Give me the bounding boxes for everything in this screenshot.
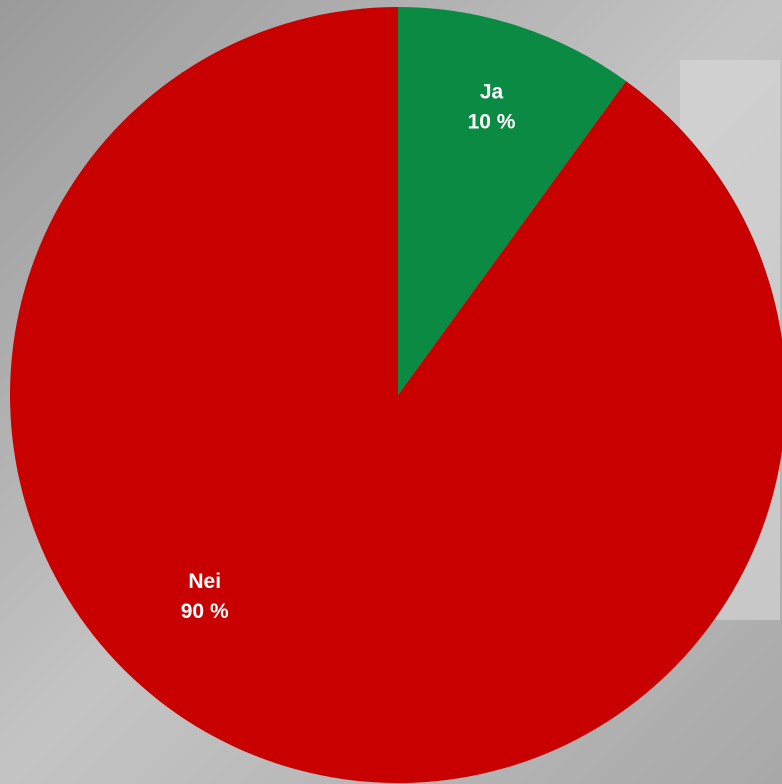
slice-category-label: Ja (480, 81, 504, 104)
slice-value-label: 90 % (181, 600, 229, 623)
slice-category-label: Nei (188, 570, 221, 593)
pie-slice (398, 7, 627, 395)
pie-slice (10, 7, 782, 783)
slice-value-label: 10 % (468, 111, 516, 134)
pie: Ja 10 % Nei 90 % (10, 7, 782, 783)
